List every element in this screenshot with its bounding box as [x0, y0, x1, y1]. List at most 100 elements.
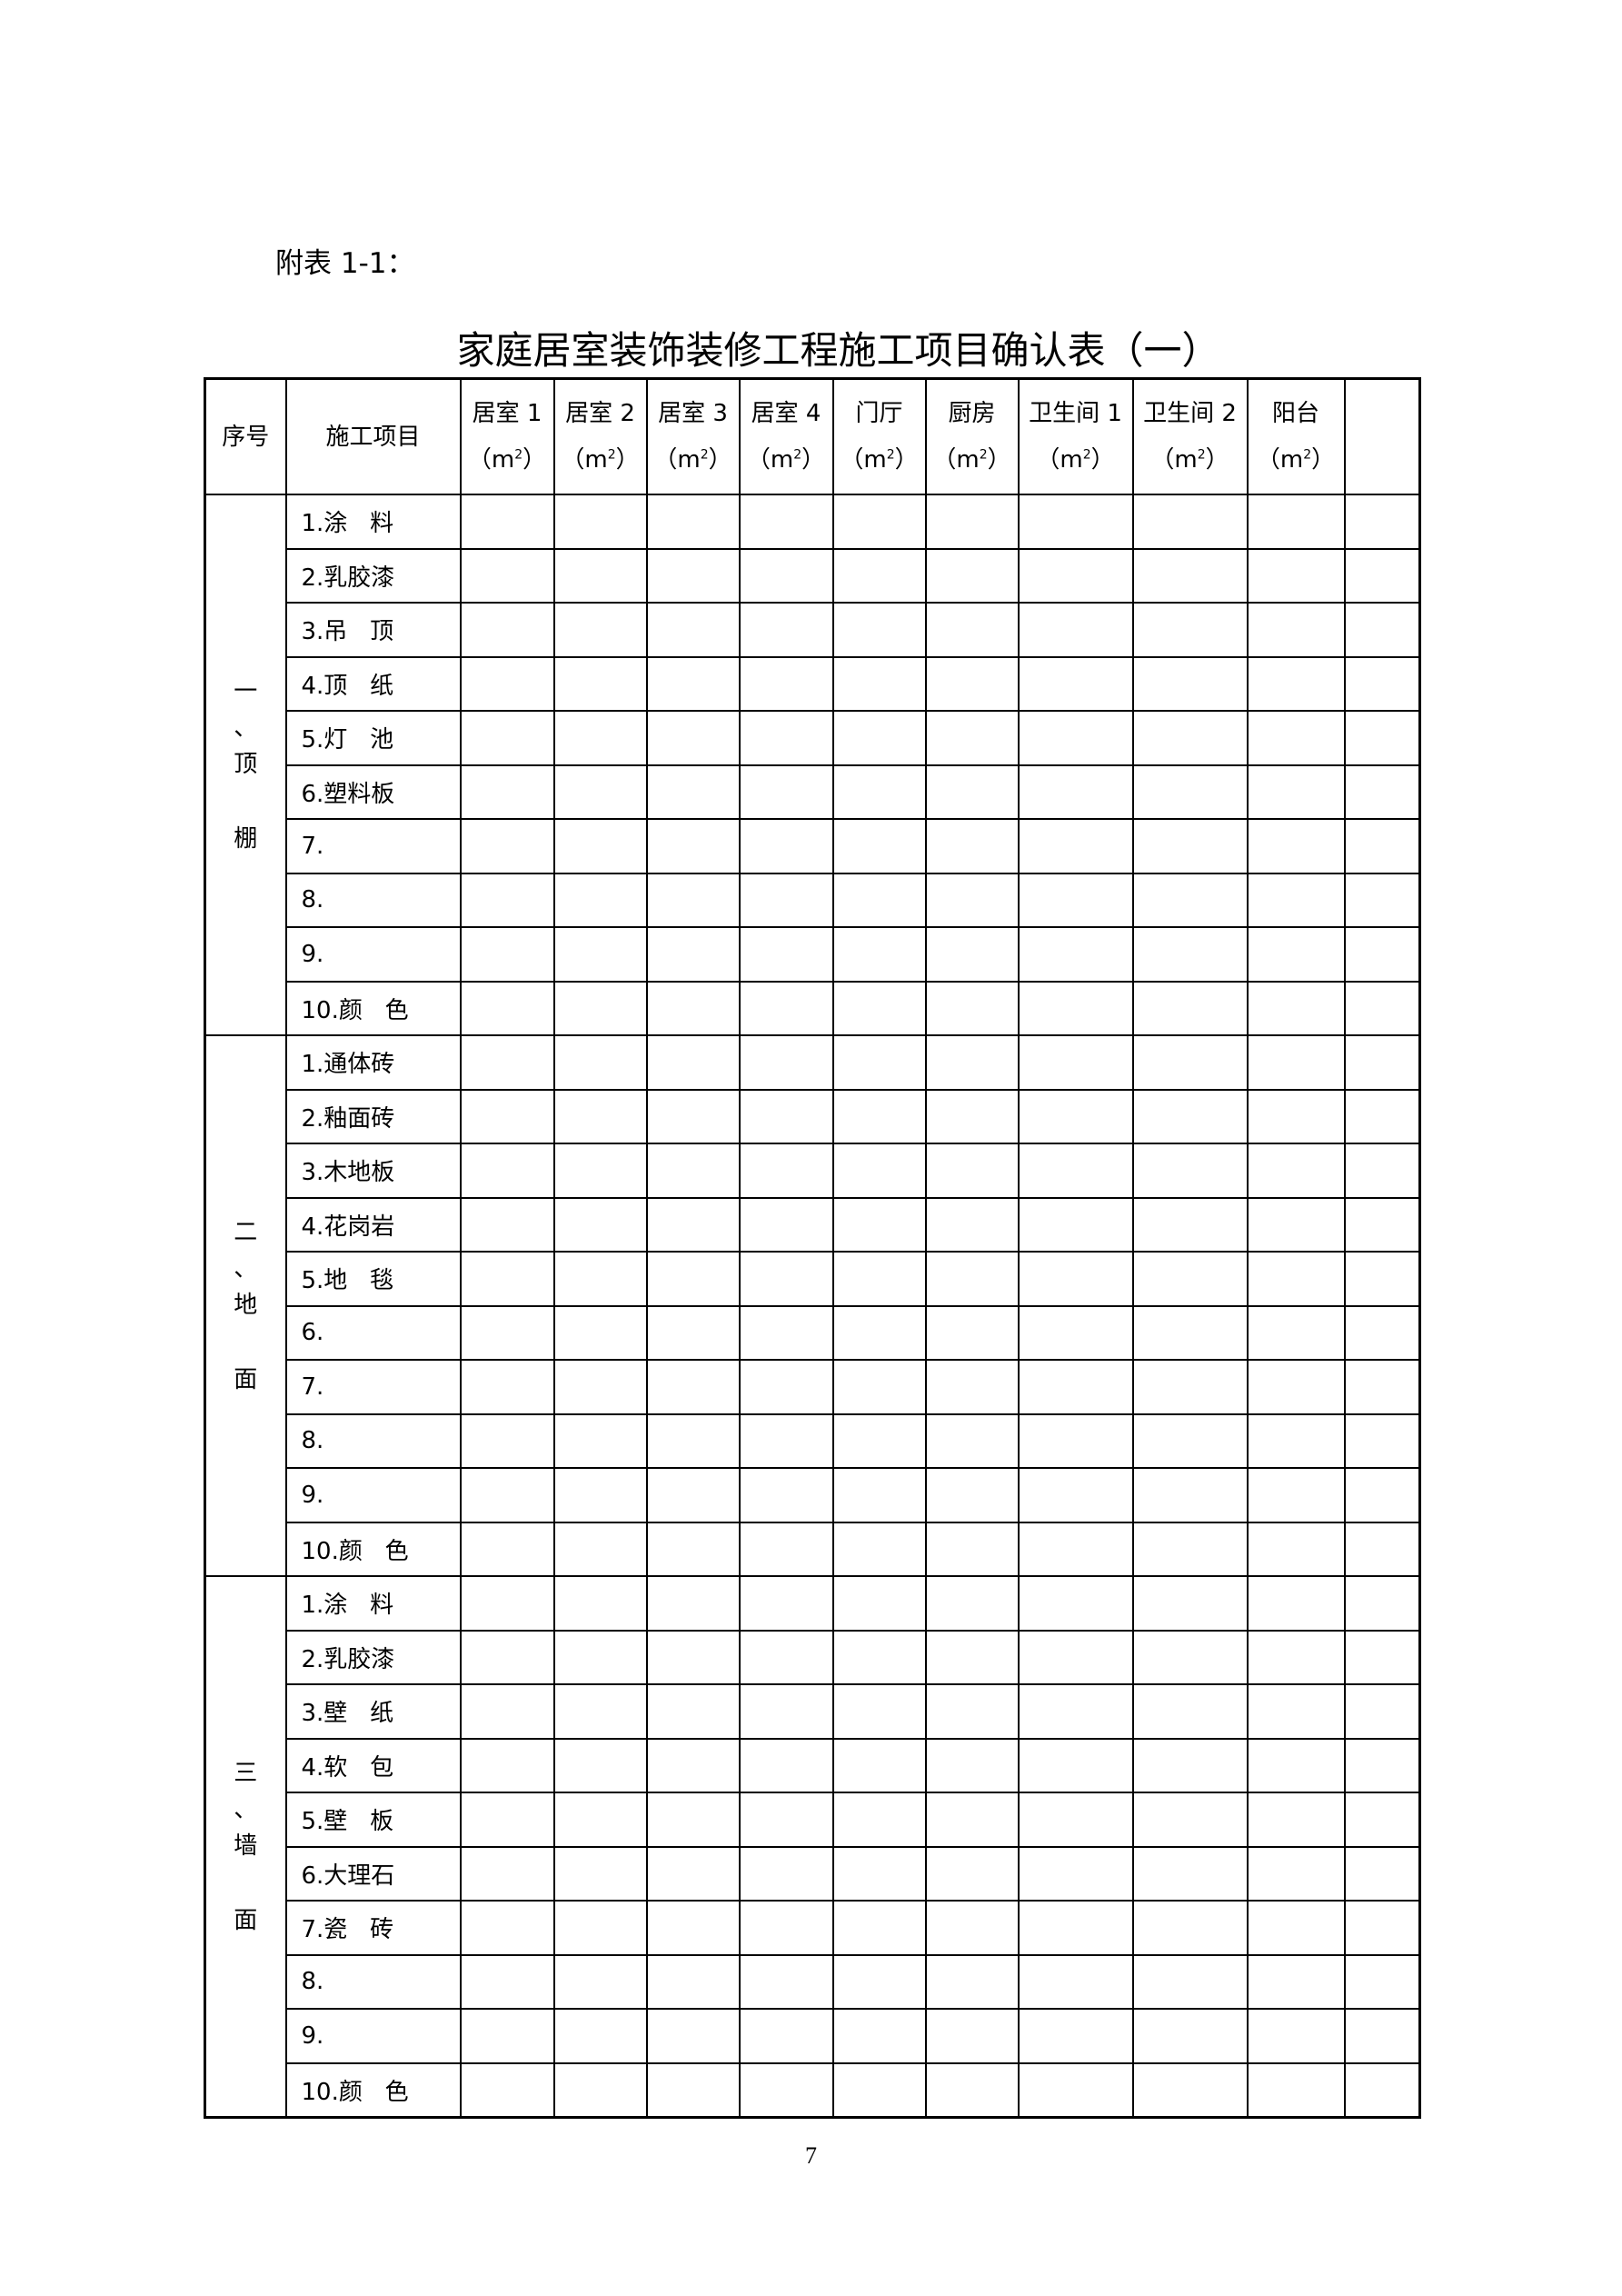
- area-cell[interactable]: [552, 1034, 648, 1091]
- area-cell[interactable]: [1017, 547, 1134, 604]
- area-cell[interactable]: [459, 2061, 555, 2119]
- area-cell[interactable]: [552, 1845, 648, 1902]
- area-cell[interactable]: [1017, 1413, 1134, 1469]
- area-cell[interactable]: [831, 1683, 927, 1740]
- area-cell[interactable]: [1246, 2008, 1346, 2064]
- area-cell[interactable]: [1246, 1034, 1346, 1091]
- area-cell[interactable]: [924, 1034, 1020, 1091]
- area-cell[interactable]: [924, 547, 1020, 604]
- area-cell[interactable]: [645, 1737, 741, 1793]
- area-cell[interactable]: [645, 1521, 741, 1577]
- area-cell[interactable]: [645, 1143, 741, 1199]
- area-cell[interactable]: [831, 1413, 927, 1469]
- area-cell[interactable]: [924, 1575, 1020, 1632]
- area-cell[interactable]: [1017, 494, 1134, 550]
- area-cell[interactable]: [738, 2061, 834, 2119]
- area-cell[interactable]: [738, 818, 834, 874]
- area-cell[interactable]: [1343, 1629, 1421, 1685]
- area-cell[interactable]: [1246, 547, 1346, 604]
- area-cell[interactable]: [1017, 1304, 1134, 1361]
- area-cell[interactable]: [1343, 1034, 1421, 1091]
- area-cell[interactable]: [552, 1792, 648, 1848]
- area-cell[interactable]: [552, 764, 648, 820]
- area-cell[interactable]: [645, 1683, 741, 1740]
- area-cell[interactable]: [831, 1251, 927, 1307]
- area-cell[interactable]: [645, 1088, 741, 1144]
- area-cell[interactable]: [1246, 2061, 1346, 2119]
- area-cell[interactable]: [1017, 1900, 1134, 1956]
- area-cell[interactable]: [1017, 1143, 1134, 1199]
- area-cell[interactable]: [1131, 1251, 1249, 1307]
- area-cell[interactable]: [831, 2008, 927, 2064]
- area-cell[interactable]: [1131, 1304, 1249, 1361]
- area-cell[interactable]: [831, 926, 927, 983]
- area-cell[interactable]: [1343, 926, 1421, 983]
- area-cell[interactable]: [1343, 1196, 1421, 1253]
- area-cell[interactable]: [831, 494, 927, 550]
- area-cell[interactable]: [1131, 1413, 1249, 1469]
- area-cell[interactable]: [645, 2008, 741, 2064]
- area-cell[interactable]: [738, 655, 834, 712]
- area-cell[interactable]: [459, 602, 555, 658]
- area-cell[interactable]: [645, 818, 741, 874]
- area-cell[interactable]: [645, 1034, 741, 1091]
- area-cell[interactable]: [1017, 1683, 1134, 1740]
- area-cell[interactable]: [1017, 1792, 1134, 1848]
- area-cell[interactable]: [1131, 710, 1249, 766]
- area-cell[interactable]: [1131, 1034, 1249, 1091]
- area-cell[interactable]: [645, 872, 741, 928]
- area-cell[interactable]: [552, 980, 648, 1036]
- area-cell[interactable]: [831, 710, 927, 766]
- area-cell[interactable]: [738, 1845, 834, 1902]
- area-cell[interactable]: [1017, 1737, 1134, 1793]
- area-cell[interactable]: [738, 1251, 834, 1307]
- area-cell[interactable]: [1017, 1359, 1134, 1415]
- area-cell[interactable]: [924, 1900, 1020, 1956]
- area-cell[interactable]: [1343, 1792, 1421, 1848]
- area-cell[interactable]: [738, 1304, 834, 1361]
- area-cell[interactable]: [552, 1521, 648, 1577]
- area-cell[interactable]: [552, 1900, 648, 1956]
- area-cell[interactable]: [645, 1629, 741, 1685]
- area-cell[interactable]: [738, 1737, 834, 1793]
- area-cell[interactable]: [645, 547, 741, 604]
- area-cell[interactable]: [831, 764, 927, 820]
- area-cell[interactable]: [924, 1845, 1020, 1902]
- area-cell[interactable]: [459, 1467, 555, 1523]
- area-cell[interactable]: [1246, 1467, 1346, 1523]
- area-cell[interactable]: [645, 1900, 741, 1956]
- area-cell[interactable]: [1131, 602, 1249, 658]
- area-cell[interactable]: [1343, 1304, 1421, 1361]
- area-cell[interactable]: [924, 1683, 1020, 1740]
- area-cell[interactable]: [552, 1251, 648, 1307]
- area-cell[interactable]: [459, 1143, 555, 1199]
- area-cell[interactable]: [1017, 1034, 1134, 1091]
- area-cell[interactable]: [1017, 980, 1134, 1036]
- area-cell[interactable]: [924, 1737, 1020, 1793]
- area-cell[interactable]: [738, 1900, 834, 1956]
- area-cell[interactable]: [1017, 602, 1134, 658]
- area-cell[interactable]: [738, 1088, 834, 1144]
- area-cell[interactable]: [738, 547, 834, 604]
- area-cell[interactable]: [924, 1196, 1020, 1253]
- area-cell[interactable]: [459, 1521, 555, 1577]
- area-cell[interactable]: [924, 1467, 1020, 1523]
- area-cell[interactable]: [645, 980, 741, 1036]
- area-cell[interactable]: [552, 2008, 648, 2064]
- area-cell[interactable]: [459, 1413, 555, 1469]
- area-cell[interactable]: [459, 980, 555, 1036]
- area-cell[interactable]: [459, 1900, 555, 1956]
- area-cell[interactable]: [459, 710, 555, 766]
- area-cell[interactable]: [645, 494, 741, 550]
- area-cell[interactable]: [552, 872, 648, 928]
- area-cell[interactable]: [1343, 1683, 1421, 1740]
- area-cell[interactable]: [924, 1251, 1020, 1307]
- area-cell[interactable]: [924, 710, 1020, 766]
- area-cell[interactable]: [1131, 980, 1249, 1036]
- area-cell[interactable]: [831, 1143, 927, 1199]
- area-cell[interactable]: [1343, 1900, 1421, 1956]
- area-cell[interactable]: [645, 602, 741, 658]
- area-cell[interactable]: [459, 1575, 555, 1632]
- area-cell[interactable]: [645, 1792, 741, 1848]
- area-cell[interactable]: [831, 1521, 927, 1577]
